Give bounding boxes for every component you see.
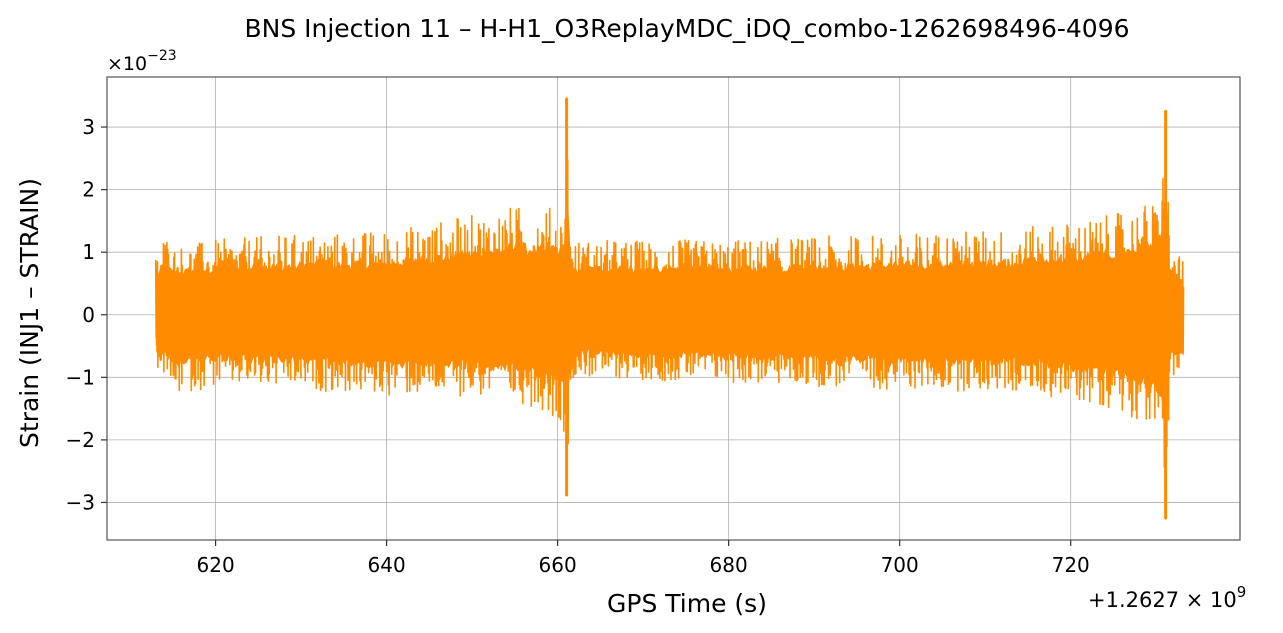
x-tick-label: 680: [710, 553, 748, 577]
y-exponent-power: −23: [147, 48, 177, 64]
y-exponent-base: ×10: [107, 53, 147, 75]
y-tick-label: −3: [66, 490, 95, 514]
y-tick-label: −1: [66, 365, 95, 389]
x-offset-power: 9: [1237, 583, 1247, 601]
x-axis-label: GPS Time (s): [607, 589, 767, 618]
y-tick-label: 3: [82, 115, 95, 139]
y-tick-label: 0: [82, 303, 95, 327]
y-tick-label: 1: [82, 240, 95, 264]
x-tick-label: 720: [1052, 553, 1090, 577]
chart-title: BNS Injection 11 – H-H1_O3ReplayMDC_iDQ_…: [244, 14, 1129, 43]
x-tick-label: 640: [368, 553, 406, 577]
y-axis-label: Strain (INJ1 – STRAIN): [15, 178, 44, 448]
y-tick-label: 2: [82, 178, 95, 202]
series-line: [154, 141, 1185, 493]
x-tick-label: 700: [881, 553, 919, 577]
x-tick-label: 660: [539, 553, 577, 577]
plot-frame: [106, 76, 1241, 541]
x-tick-label: 620: [197, 553, 235, 577]
x-offset-label: +1.2627 × 109: [1088, 583, 1246, 612]
x-axis-ticks: 620 640 660 680 700 720: [197, 540, 1090, 577]
y-tick-label: −2: [66, 428, 95, 452]
y-exponent-label: ×10−23: [107, 48, 177, 75]
series-group: [154, 97, 1185, 520]
y-axis-ticks: −3 −2 −1 0 1 2 3: [66, 115, 107, 514]
x-offset-base: +1.2627 × 10: [1088, 588, 1237, 612]
